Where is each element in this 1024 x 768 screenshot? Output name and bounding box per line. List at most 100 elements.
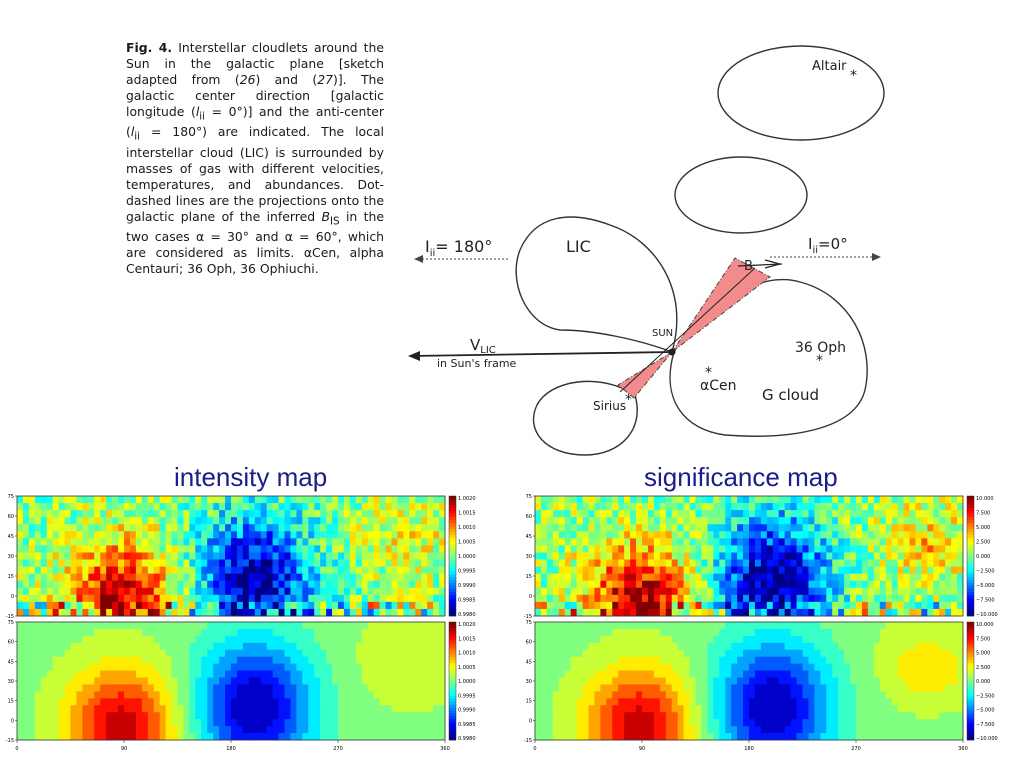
x-tick-label: 180 (226, 746, 236, 752)
intensity-map-svg: 75604530150-151.00201.00151.00101.00051.… (6, 494, 476, 752)
colorbar-label: 1.0020 (458, 496, 476, 502)
colorbar-label: 0.9990 (458, 583, 476, 589)
colorbar-label: 5.000 (976, 525, 990, 531)
colorbar-label: 10.000 (976, 622, 994, 628)
x-tick-label: 360 (440, 746, 450, 752)
y-tick-label: 75 (8, 494, 14, 500)
colorbar-label: 1.0015 (458, 511, 476, 517)
y-tick-label: 15 (8, 699, 14, 705)
x-tick-label: 270 (333, 746, 343, 752)
altair-cloud (717, 45, 885, 141)
lii-0-label: Iii=0° (808, 235, 848, 256)
b-field-axis (619, 267, 756, 393)
acen-star: * (705, 365, 712, 381)
colorbar-label: −2.500 (976, 693, 995, 699)
y-tick-label: 60 (526, 514, 532, 520)
y-tick-label: 45 (526, 659, 532, 665)
y-tick-label: 30 (8, 554, 14, 560)
x-tick-label: 0 (15, 746, 18, 752)
b-field-arrowhead (764, 259, 783, 269)
y-tick-label: 60 (8, 514, 14, 520)
acen-label: αCen (700, 378, 737, 394)
colorbar-label: 0.9995 (458, 693, 476, 699)
colorbar-label: 1.0000 (458, 554, 476, 560)
colorbar-label: 7.500 (976, 511, 990, 517)
v-lic-arrow (409, 351, 673, 357)
colorbar-label: −7.500 (976, 598, 995, 604)
sirius-cloud (532, 380, 638, 456)
lii-180-label: Iii= 180° (425, 237, 492, 259)
colorbar-label: 1.0015 (458, 636, 476, 642)
y-tick-label: 0 (11, 718, 14, 724)
colorbar-label: 1.0010 (458, 651, 476, 657)
y-tick-label: 45 (8, 659, 14, 665)
colorbar-label: 0.9985 (458, 598, 476, 604)
sun-label: SUN (652, 328, 673, 339)
b-field-cone-upper (671, 257, 771, 353)
y-tick-label: 15 (526, 574, 532, 580)
intensity-map-title: intensity map (174, 462, 328, 492)
sirius-star: * (625, 392, 632, 408)
y-tick-label: 60 (8, 640, 14, 646)
colorbar-label: 2.500 (976, 540, 990, 546)
y-tick-label: 75 (526, 494, 532, 500)
lii-180-arrowhead (414, 255, 423, 263)
colorbar-label: 0.9980 (458, 736, 476, 742)
altair-label: Altair (812, 59, 847, 74)
y-tick-label: 15 (526, 699, 532, 705)
raw-map (535, 496, 964, 617)
v-lic-label: VLIC (470, 336, 496, 356)
figure-caption: Fig. 4. Interstellar cloudlets around th… (126, 40, 384, 277)
y-tick-label: 30 (8, 679, 14, 685)
colorbar-label: 1.0005 (458, 540, 476, 546)
v-lic-arrowhead (408, 351, 420, 361)
lii-0-arrowhead (872, 253, 881, 261)
x-tick-label: 90 (639, 746, 645, 752)
y-tick-label: -15 (524, 738, 532, 744)
significance-map-svg: 75604530150-1510.0007.5005.0002.5000.000… (524, 494, 998, 752)
sirius-label: Sirius (593, 399, 626, 413)
g-cloud (669, 278, 868, 437)
colorbar-label: 0.000 (976, 554, 990, 560)
oph-star: * (816, 353, 823, 369)
y-tick-label: 45 (526, 534, 532, 540)
x-tick-label: 360 (958, 746, 968, 752)
colorbar-label: 1.0010 (458, 525, 476, 531)
x-tick-label: 180 (744, 746, 754, 752)
altair-star: * (850, 68, 857, 84)
y-tick-label: 15 (8, 574, 14, 580)
significance-map-panel: 75 60 45 30 15 0 -15 10.000 7.500 5.000 2.500 0.000… (518, 492, 1024, 768)
x-tick-label: 270 (851, 746, 861, 752)
gcloud-label: G cloud (762, 386, 819, 404)
oph-label: 36 Oph (795, 340, 846, 356)
colorbar (449, 622, 456, 741)
v-lic-frame-label: in Sun's frame (437, 357, 517, 370)
colorbar (967, 496, 974, 617)
caption-body: Interstellar cloudlets around the Sun in… (126, 40, 385, 277)
colorbar-label: 0.9980 (458, 612, 476, 618)
b-field-label: B (744, 259, 753, 274)
y-tick-label: 75 (8, 620, 14, 626)
colorbar (449, 496, 456, 617)
colorbar-label: −5.000 (976, 583, 995, 589)
colorbar-label: 1.0020 (458, 622, 476, 628)
y-tick-label: 30 (526, 554, 532, 560)
significance-map-title: significance map (644, 462, 838, 492)
colorbar-label: 2.500 (976, 665, 990, 671)
y-tick-label: -15 (524, 614, 532, 620)
y-tick-label: 60 (526, 640, 532, 646)
colorbar-label: −2.500 (976, 569, 995, 575)
y-tick-label: 75 (526, 620, 532, 626)
y-tick-label: 0 (529, 594, 532, 600)
colorbar-label: 0.000 (976, 679, 990, 685)
y-tick-label: 45 (8, 534, 14, 540)
colorbar-label: 0.9985 (458, 722, 476, 728)
colorbar-label: 0.9995 (458, 569, 476, 575)
x-tick-label: 0 (533, 746, 536, 752)
intensity-map-panel: 75 60 45 30 15 0 -15 1.0020 1.0015 1.0010 1.0005 1.… (0, 492, 505, 768)
colorbar-label: 5.000 (976, 651, 990, 657)
colorbar-label: 1.0000 (458, 679, 476, 685)
colorbar-label: 10.000 (976, 496, 994, 502)
y-tick-label: -15 (6, 738, 14, 744)
smoothed-map (535, 622, 964, 741)
